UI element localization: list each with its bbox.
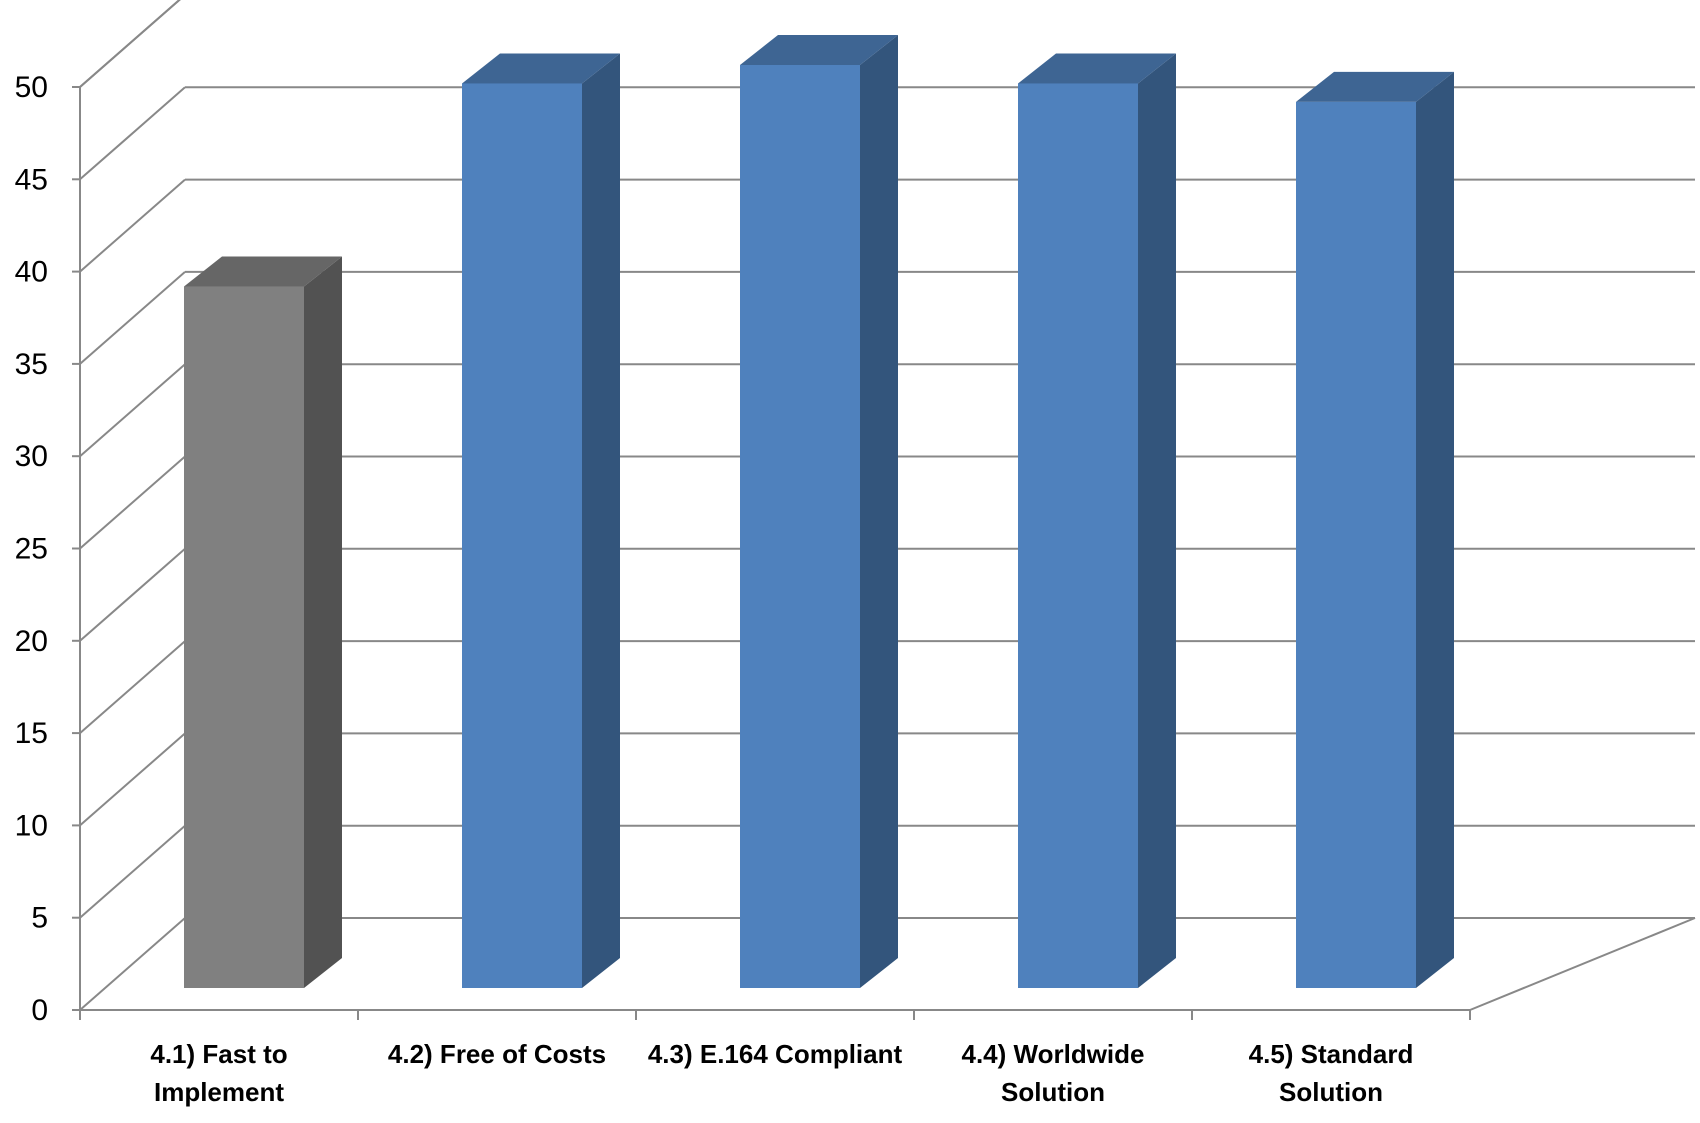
- y-tick-label: 30: [15, 440, 48, 473]
- y-tick-label: 0: [31, 994, 48, 1027]
- side-gridline: [79, 178, 186, 273]
- bar-side: [860, 35, 898, 988]
- x-tick-label: 4.3) E.164 Compliant: [648, 1039, 903, 1069]
- side-gridline: [79, 86, 186, 181]
- bar-top: [1296, 71, 1454, 102]
- side-gridline: [79, 363, 186, 457]
- side-gridline: [79, 548, 186, 642]
- y-tick-label: 45: [15, 163, 48, 196]
- side-gridline: [79, 732, 186, 827]
- bars-layer: [184, 35, 1454, 989]
- y-tick-label: 40: [15, 256, 48, 289]
- y-tick-label: 10: [15, 809, 48, 842]
- x-tick-label: 4.2) Free of Costs: [388, 1039, 606, 1069]
- bar: [184, 286, 304, 988]
- y-tick-label: 50: [15, 71, 48, 104]
- x-tick-label: 4.4) Worldwide: [962, 1039, 1145, 1069]
- floor-right-edge: [1469, 917, 1696, 1011]
- side-gridline: [79, 824, 186, 919]
- side-gridline: [79, 917, 186, 1011]
- side-gridline: [79, 640, 186, 734]
- x-tick-label: Solution: [1279, 1077, 1383, 1107]
- x-tick-label: 4.1) Fast to: [150, 1039, 287, 1069]
- side-gridline: [79, 271, 186, 365]
- axes-layer: [72, 86, 1696, 1020]
- bar-side: [1416, 71, 1454, 989]
- bar-top: [1018, 53, 1176, 84]
- bar-top: [740, 35, 898, 65]
- y-tick-label: 20: [15, 625, 48, 658]
- bar: [462, 83, 582, 988]
- y-tick-label: 15: [15, 717, 48, 750]
- side-gridline: [79, 0, 181, 88]
- bar-side: [1138, 53, 1176, 988]
- bar: [1296, 101, 1416, 989]
- bar-side: [304, 256, 342, 988]
- x-tick-label: 4.5) Standard: [1249, 1039, 1414, 1069]
- labels-layer: 0 5 10 15 20 25 30 35 40 45 50 4.1) Fast to Implemen…: [15, 71, 1414, 1107]
- bar: [1018, 83, 1138, 988]
- x-tick-label: Implement: [154, 1077, 284, 1107]
- bar: [740, 65, 860, 988]
- x-tick-label: Solution: [1001, 1077, 1105, 1107]
- bar-top: [184, 256, 342, 287]
- y-tick-label: 25: [15, 533, 48, 566]
- bar-top: [462, 53, 620, 84]
- side-gridline: [79, 455, 186, 550]
- y-tick-label: 35: [15, 348, 48, 381]
- bar-side: [582, 53, 620, 988]
- y-tick-label: 5: [31, 902, 48, 935]
